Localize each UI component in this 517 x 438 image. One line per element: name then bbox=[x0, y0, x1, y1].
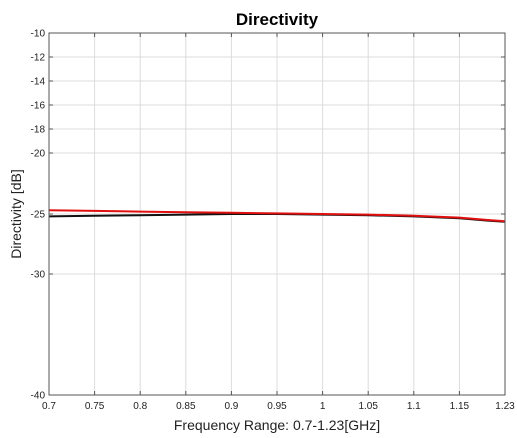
x-tick-label: 1.15 bbox=[450, 401, 470, 412]
y-tick-label: -10 bbox=[31, 29, 46, 40]
y-tick-label: -25 bbox=[31, 210, 46, 221]
y-tick-label: -20 bbox=[31, 149, 46, 160]
x-tick-label: 1.05 bbox=[358, 401, 378, 412]
x-tick-label: 0.7 bbox=[42, 401, 56, 412]
x-tick-label: 1.23 bbox=[495, 401, 515, 412]
y-tick-label: -40 bbox=[31, 391, 46, 402]
x-tick-label: 0.95 bbox=[267, 401, 287, 412]
y-tick-label: -16 bbox=[31, 101, 46, 112]
x-tick-label: 0.8 bbox=[133, 401, 147, 412]
red-series-line bbox=[48, 209, 506, 223]
series-layer bbox=[48, 209, 506, 223]
ticks: 0.7 0.75 0.8 0.85 0.9 0.95 1 1.05 1.1 1.15 1.23 -10… bbox=[31, 29, 516, 413]
y-tick-label: -14 bbox=[31, 77, 46, 88]
x-tick-label: 0.75 bbox=[85, 401, 105, 412]
x-tick-label: 1.1 bbox=[407, 401, 421, 412]
x-tick-label: 0.9 bbox=[224, 401, 238, 412]
x-axis-label: Frequency Range: 0.7-1.23[GHz] bbox=[174, 417, 380, 433]
y-axis-label: Directivity [dB] bbox=[8, 169, 24, 258]
y-tick-label: -30 bbox=[31, 270, 46, 281]
x-tick-label: 1 bbox=[320, 401, 326, 412]
chart-title: Directivity bbox=[236, 10, 319, 29]
y-tick-label: -18 bbox=[31, 125, 46, 136]
x-tick-label: 0.85 bbox=[176, 401, 196, 412]
y-tick-label: -12 bbox=[31, 53, 46, 64]
